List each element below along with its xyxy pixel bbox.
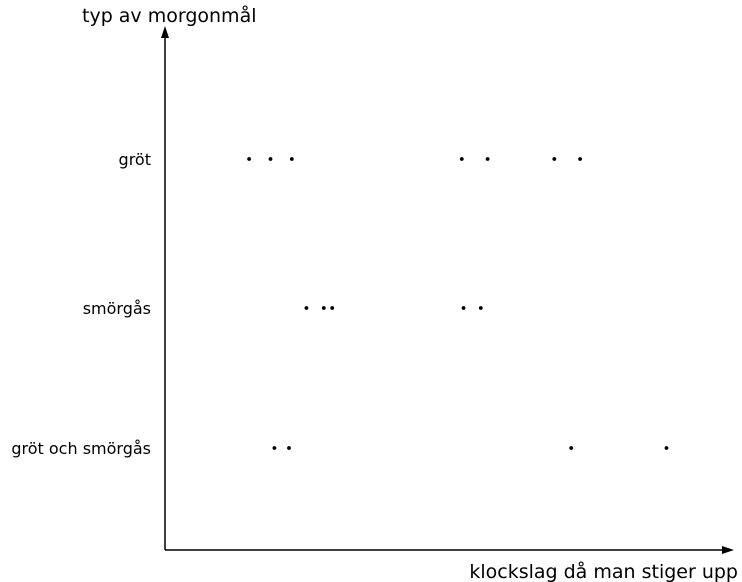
data-point — [330, 306, 335, 310]
data-point — [485, 157, 490, 161]
data-point — [664, 446, 669, 450]
data-point — [461, 306, 466, 310]
category-label: smörgås — [83, 299, 151, 318]
category-label: gröt — [119, 150, 151, 169]
y-axis-title: typ av morgonmål — [82, 4, 257, 27]
data-point — [578, 157, 582, 161]
data-points — [247, 157, 669, 450]
data-point — [552, 157, 557, 161]
x-axis-title: klockslag då man stiger upp — [469, 560, 738, 582]
x-axis — [165, 546, 734, 554]
category-label: gröt och smörgås — [11, 439, 151, 458]
data-point — [478, 306, 483, 310]
data-point — [569, 446, 574, 450]
data-point — [247, 157, 252, 161]
y-axis-arrow — [161, 26, 169, 38]
data-point — [304, 306, 309, 310]
data-point — [321, 306, 326, 310]
x-axis-arrow — [722, 546, 734, 554]
category-labels: gröt smörgås gröt och smörgås — [11, 150, 151, 458]
data-point — [289, 157, 294, 161]
y-axis — [161, 26, 169, 550]
data-point — [272, 446, 277, 450]
data-point — [287, 446, 291, 450]
data-point — [268, 157, 273, 161]
data-point — [459, 157, 464, 161]
